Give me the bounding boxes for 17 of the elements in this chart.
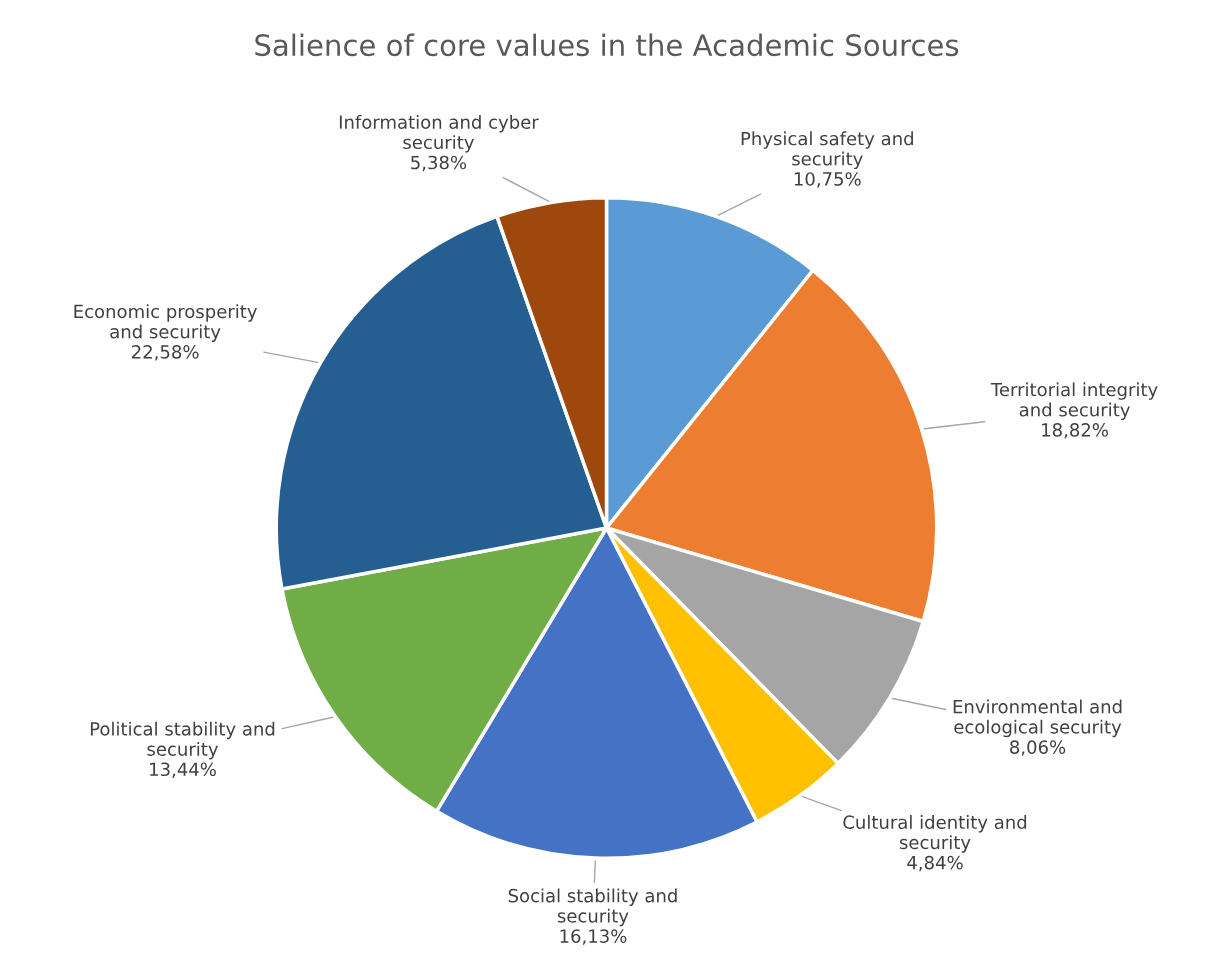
slice-label: Social stability and security <box>508 888 677 927</box>
slice-label: Environmental and ecological security <box>953 699 1122 738</box>
slice-label: Cultural identity and security <box>843 815 1027 853</box>
data-label: 16,13% <box>560 929 627 945</box>
data-label: 10,75% <box>794 172 861 188</box>
data-label: 18,82% <box>1042 423 1108 439</box>
slice-label: Physical safety and security <box>741 131 913 170</box>
slice-label: Territorial integrity and security <box>990 382 1158 421</box>
slice-label: Political stability and security <box>90 721 275 760</box>
data-label: 13,44% <box>150 762 216 778</box>
chart-title: Salience of core values in the Academic Sources <box>255 33 959 57</box>
data-label: 5,38% <box>411 155 467 172</box>
data-label: 8,06% <box>1010 740 1066 756</box>
slice-label: Information and cyber security <box>339 114 539 153</box>
data-label: 22,58% <box>132 345 199 361</box>
slice-label: Economic prosperity and security <box>74 304 257 342</box>
data-label: 4,84% <box>907 855 963 872</box>
